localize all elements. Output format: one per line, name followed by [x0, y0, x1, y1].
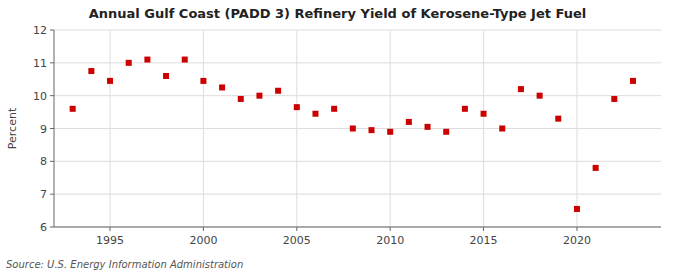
- point: [611, 96, 617, 102]
- point: [331, 106, 337, 112]
- annotation: Source: U.S. Energy Information Administ…: [6, 259, 243, 270]
- point: [555, 116, 561, 122]
- tick-label: 11: [33, 57, 47, 70]
- point: [238, 96, 244, 102]
- tick-mark: [50, 95, 54, 96]
- y-axis-line: [54, 30, 55, 227]
- point: [350, 126, 356, 132]
- tick-label: 2005: [283, 234, 311, 247]
- grid-line: [54, 128, 661, 129]
- point: [406, 119, 412, 125]
- point: [219, 84, 225, 90]
- tick-mark: [576, 227, 577, 231]
- point: [369, 127, 375, 133]
- grid: [54, 30, 661, 227]
- grid-line: [54, 161, 661, 162]
- tick-label: 2015: [470, 234, 498, 247]
- grid-line: [576, 30, 577, 227]
- point: [425, 124, 431, 130]
- tick-mark: [50, 62, 54, 63]
- tick-mark: [50, 30, 54, 31]
- point: [593, 165, 599, 171]
- point: [126, 60, 132, 66]
- point: [144, 57, 150, 63]
- tick-mark: [110, 227, 111, 231]
- tick-mark: [50, 161, 54, 162]
- tick-label: 7: [40, 188, 47, 201]
- tick-mark: [50, 194, 54, 195]
- grid-line: [54, 227, 661, 228]
- point: [200, 78, 206, 84]
- point: [387, 129, 393, 135]
- tick-mark: [483, 227, 484, 231]
- point: [630, 78, 636, 84]
- grid-line: [203, 30, 204, 227]
- point: [70, 106, 76, 112]
- point: [443, 129, 449, 135]
- grid-line: [54, 95, 661, 96]
- tick-label: 1995: [96, 234, 124, 247]
- tick-mark: [50, 227, 54, 228]
- tick-label: 8: [40, 155, 47, 168]
- point: [574, 206, 580, 212]
- point: [163, 73, 169, 79]
- axis-label: Percent: [6, 107, 19, 149]
- point: [499, 126, 505, 132]
- tick-mark: [203, 227, 204, 231]
- title: Annual Gulf Coast (PADD 3) Refinery Yiel…: [89, 6, 587, 21]
- tick-label: 2010: [376, 234, 404, 247]
- tick-mark: [390, 227, 391, 231]
- point: [107, 78, 113, 84]
- grid-line: [54, 194, 661, 195]
- point: [88, 68, 94, 74]
- grid-line: [54, 30, 661, 31]
- tick-label: 10: [33, 90, 47, 103]
- tick-label: 6: [40, 221, 47, 234]
- tick-mark: [296, 227, 297, 231]
- point: [256, 93, 262, 99]
- grid-line: [390, 30, 391, 227]
- tick-label: 9: [40, 123, 47, 136]
- tick-label: 12: [33, 24, 47, 37]
- point: [462, 106, 468, 112]
- grid-line: [296, 30, 297, 227]
- point: [182, 57, 188, 63]
- grid-line: [483, 30, 484, 227]
- tick-label: 2020: [563, 234, 591, 247]
- axes: 6 7 8 9 10 11 12 1995 2000 2005 2010 2015 2020: [33, 24, 661, 247]
- chart: Annual Gulf Coast (PADD 3) Refinery Yiel…: [0, 0, 675, 275]
- point: [294, 104, 300, 110]
- point: [518, 86, 524, 92]
- point: [275, 88, 281, 94]
- point: [312, 111, 318, 117]
- x-axis-line: [54, 227, 661, 228]
- grid-line: [110, 30, 111, 227]
- point: [537, 93, 543, 99]
- tick-mark: [50, 128, 54, 129]
- tick-label: 2000: [189, 234, 217, 247]
- point: [481, 111, 487, 117]
- points: [70, 57, 636, 212]
